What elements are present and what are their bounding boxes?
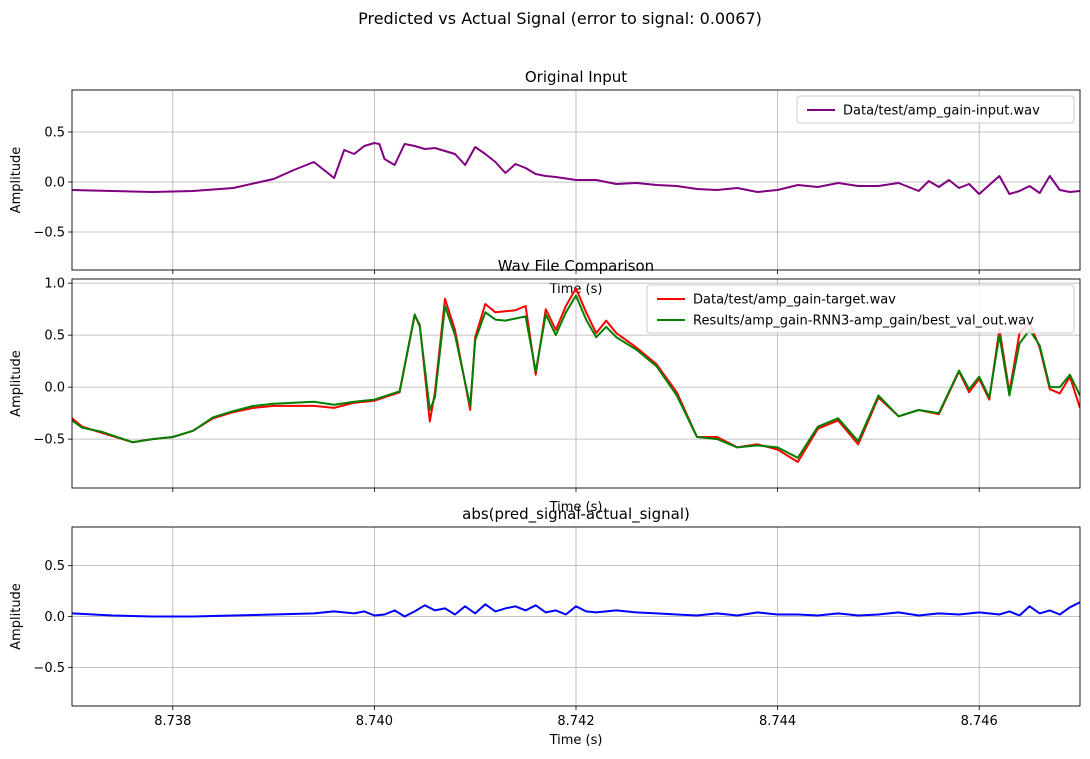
y-tick-label: −0.5: [33, 661, 65, 676]
legend-box: [646, 284, 1075, 334]
subplot-3: −0.5 0.0 0.5 8.738 8.740 8.742 8.744 8.746 abs(p…: [9, 505, 1081, 748]
x-tick-label: 8.744: [759, 714, 796, 729]
series-line-1: [72, 287, 1080, 463]
legend-entry: Data/test/amp_gain-input.wav: [843, 104, 1040, 119]
subplot-title: Original Input: [525, 68, 627, 86]
legend-box: [796, 95, 1075, 124]
axes-frame: [71, 526, 1081, 707]
figure-title: Predicted vs Actual Signal (error to sig…: [358, 9, 762, 28]
axes-frame: [71, 89, 1081, 271]
x-axis-label: Time (s): [549, 500, 603, 515]
x-tick-label: 8.742: [557, 714, 594, 729]
y-tick-label: 0.0: [44, 610, 65, 625]
subplot-title: abs(pred_signal-actual_signal): [462, 505, 690, 524]
subplot-title: Wav File Comparison: [498, 257, 654, 275]
x-tick-label: 8.740: [356, 714, 393, 729]
series-line-1: [72, 142, 1080, 195]
y-tick-label: 0.0: [44, 176, 65, 191]
y-axis-label: Amplitude: [9, 583, 24, 650]
y-tick-label: 0.5: [44, 329, 65, 344]
y-tick-label: 0.5: [44, 559, 65, 574]
y-tick-label: −0.5: [33, 226, 65, 241]
y-tick-label: 0.5: [44, 126, 65, 141]
y-tick-label: 0.0: [44, 381, 65, 396]
y-axis-label: Amplitude: [9, 147, 24, 214]
legend-entry: Data/test/amp_gain-target.wav: [693, 293, 896, 308]
x-axis-label: Time (s): [549, 733, 603, 748]
x-tick-label: 8.746: [961, 714, 998, 729]
legend: Data/test/amp_gain-target.wav Results/amp…: [646, 284, 1075, 334]
x-tick-label: 8.738: [154, 714, 191, 729]
legend-entry: Results/amp_gain-RNN3-amp_gain/best_val_…: [693, 314, 1034, 329]
series-line-2: [72, 294, 1080, 459]
y-tick-label: 1.0: [44, 277, 65, 292]
subplot-2: −0.5 0.0 0.5 1.0 Wav File Comparison Time (s)…: [9, 257, 1081, 515]
legend: Data/test/amp_gain-input.wav: [796, 95, 1075, 124]
y-tick-label: −0.5: [33, 433, 65, 448]
series-line-1: [72, 601, 1080, 618]
axes-frame: [71, 278, 1081, 489]
subplots: −0.5 0.0 0.5 Original Input Time (s) Amplitud…: [9, 68, 1081, 748]
y-axis-label: Amplitude: [9, 350, 24, 417]
